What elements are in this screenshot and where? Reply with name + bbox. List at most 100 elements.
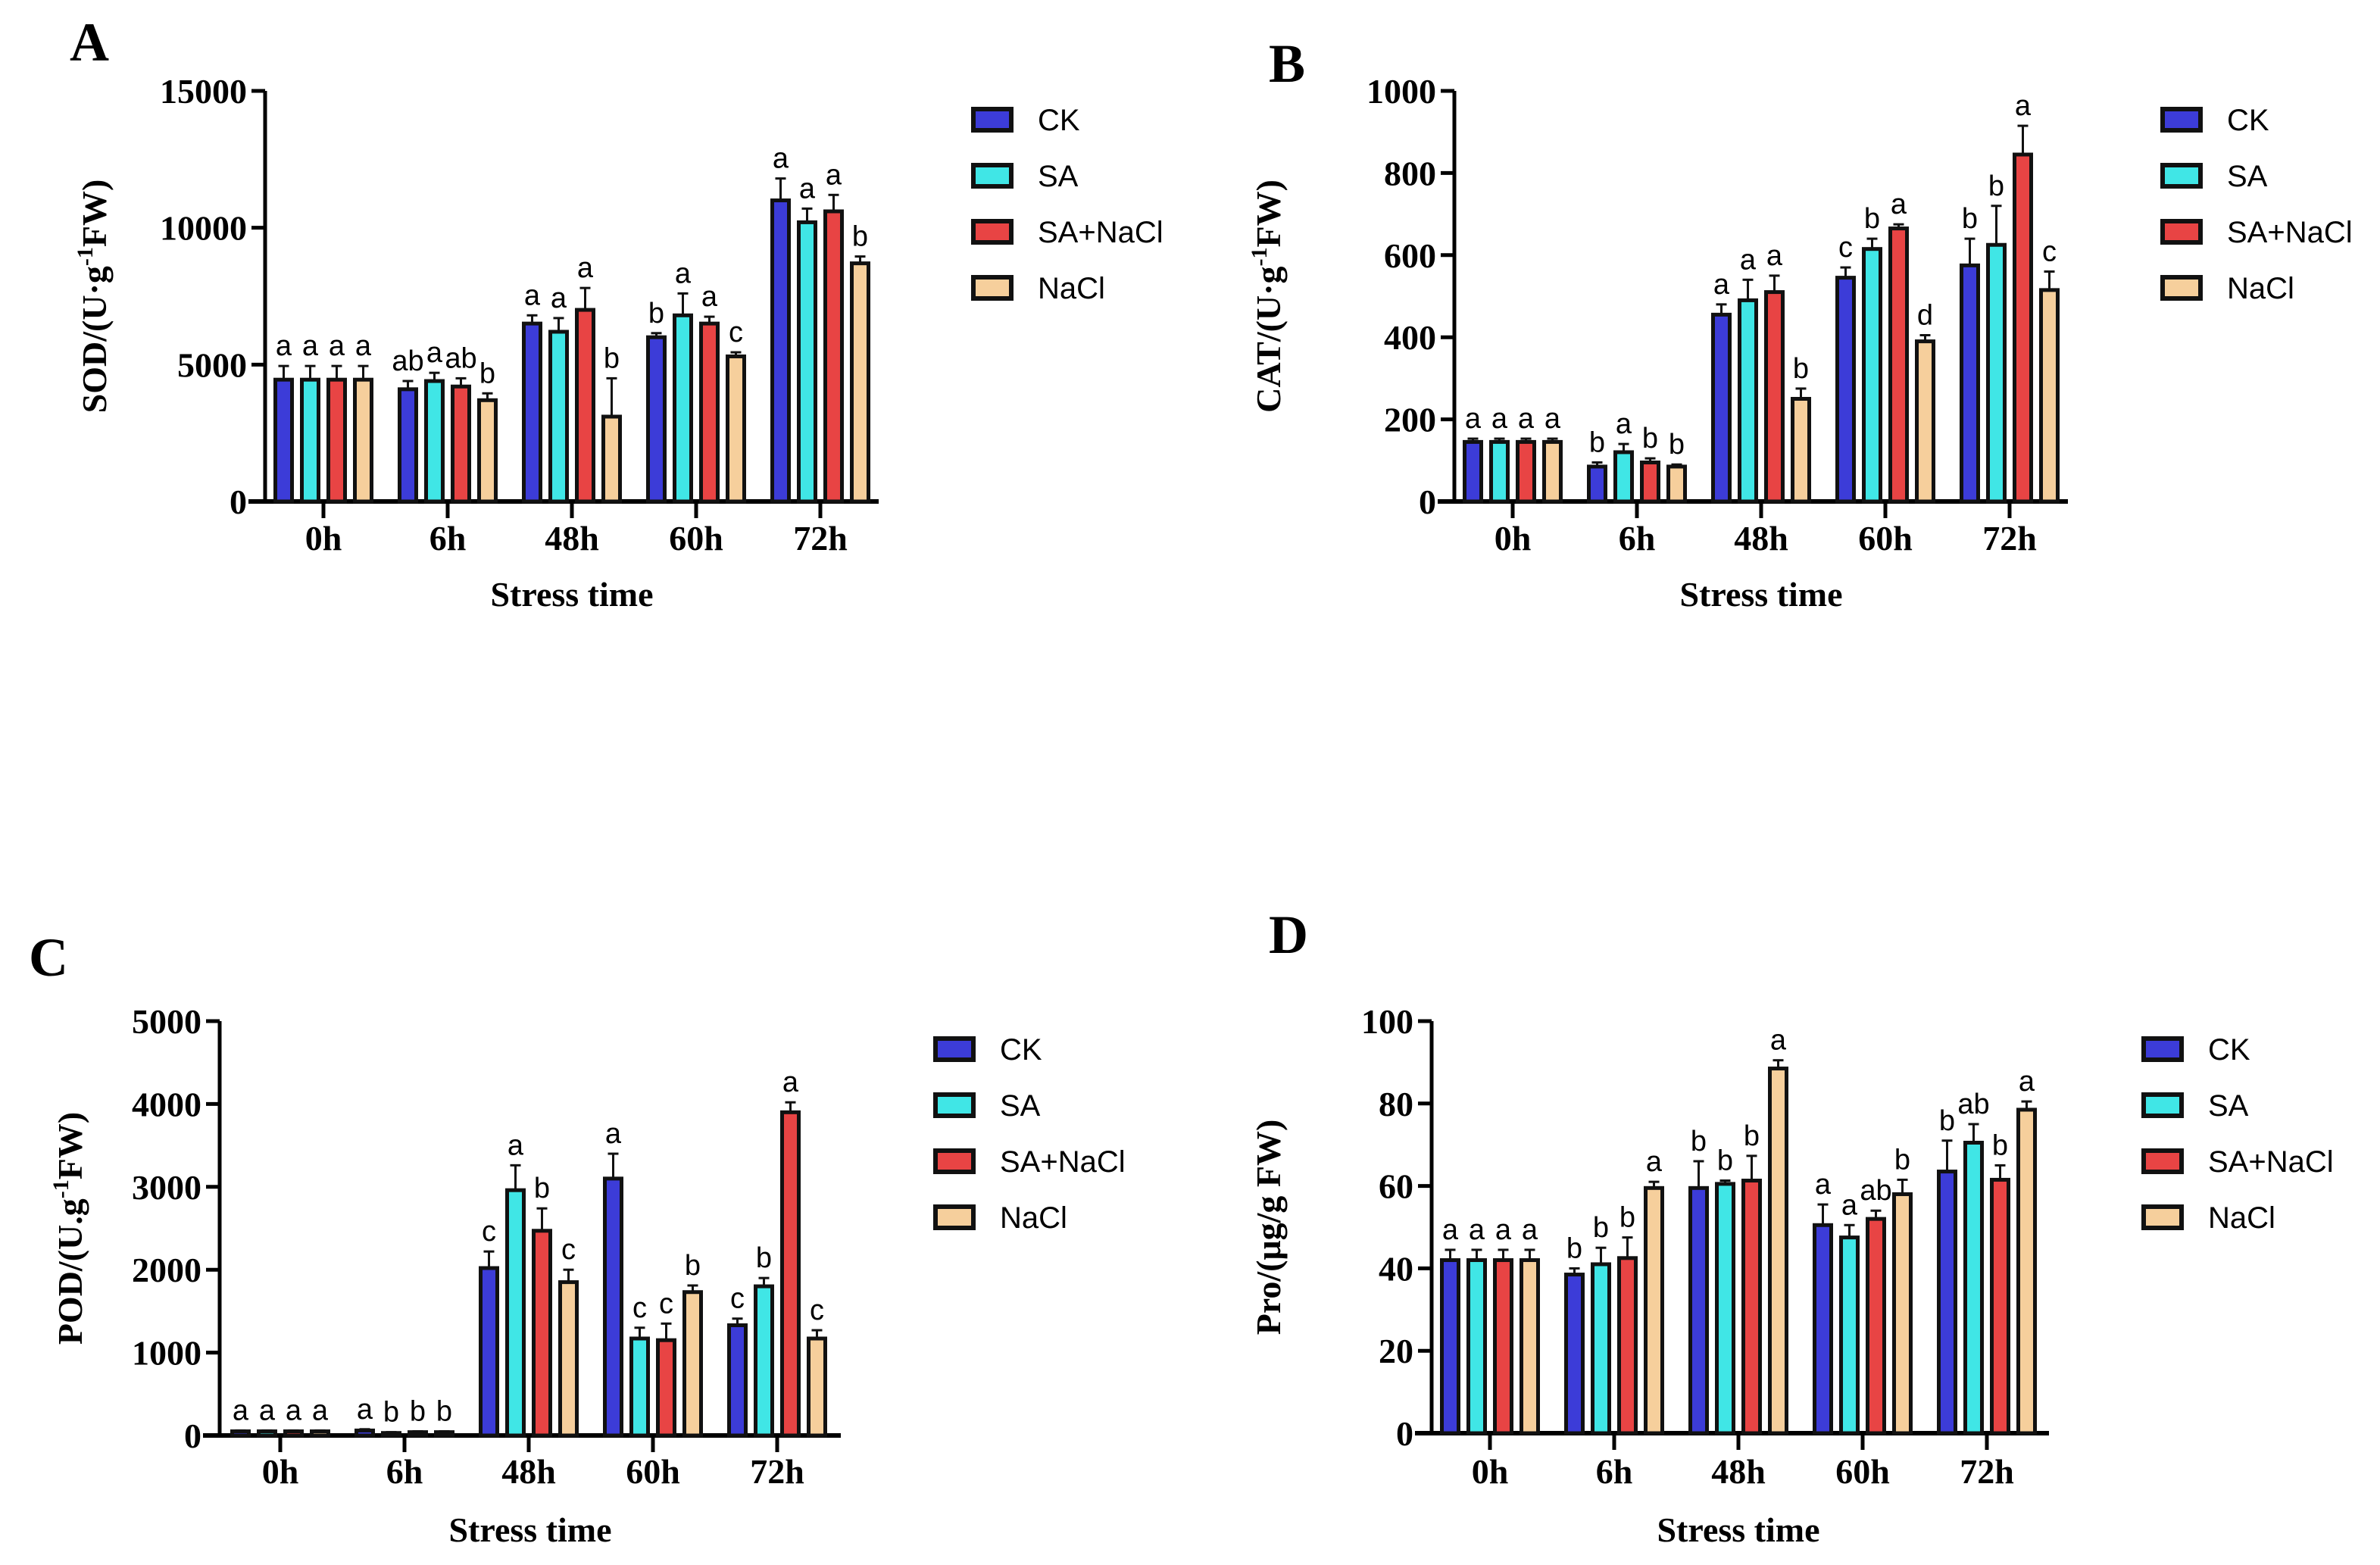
panel-letter: A	[70, 12, 109, 73]
significance-letter: a	[1815, 1169, 1832, 1201]
significance-letter: a	[357, 1394, 373, 1426]
significance-letter: ab	[445, 342, 476, 374]
significance-letter: a	[551, 283, 567, 314]
bar-ck-0h	[1440, 1258, 1460, 1435]
significance-letter: b	[410, 1396, 426, 1428]
legend-label: SA+NaCl	[2208, 1145, 2334, 1179]
significance-letter: c	[659, 1288, 673, 1320]
x-axis-label: Stress time	[1657, 1510, 1819, 1549]
x-axis-label: Stress time	[490, 575, 653, 614]
significance-letter: b	[1593, 1212, 1609, 1244]
x-tick-label: 72h	[1960, 1452, 2014, 1491]
legend-label: SA+NaCl	[1038, 216, 1163, 249]
significance-letter: a	[1465, 403, 1482, 435]
legend-swatch-sa-nacl	[2141, 1148, 2184, 1174]
bar-nacl-6h	[477, 398, 498, 504]
legend-swatch-ck	[933, 1036, 976, 1062]
significance-letter: a	[773, 143, 789, 175]
y-tick-label: 0	[1419, 483, 1436, 521]
significance-letter: a	[1766, 240, 1783, 272]
significance-letter: b	[604, 342, 620, 374]
bar-ck-0h	[273, 377, 294, 504]
x-tick-label: 72h	[793, 519, 848, 558]
x-tick-label: 60h	[1858, 519, 1913, 558]
legend-swatch-sa	[933, 1092, 976, 1118]
bar-sa-0h	[300, 377, 320, 504]
bar-sa-6h	[1591, 1262, 1611, 1435]
significance-letter: b	[1669, 429, 1685, 461]
bar-nacl-6h	[1644, 1185, 1664, 1435]
y-axis-label: Pro/(μg/g FW)	[1249, 1120, 1288, 1335]
significance-letter: a	[1442, 1214, 1459, 1246]
significance-letter: b	[1939, 1105, 1955, 1137]
chart-panel-c: C 0 1000 2000 3000 4000 5000 POD/(U.g-1FW) Stres…	[29, 927, 1126, 1549]
chart-panel-d: D 0 20 40 60 80 100 Pro/(μg/g FW) Stress time 0h a…	[1249, 904, 2334, 1549]
bar-ck-60h	[603, 1176, 623, 1438]
significance-letter: ab	[1860, 1175, 1891, 1207]
bar-ck-6h	[398, 387, 418, 504]
panel-letter: B	[1269, 33, 1305, 94]
y-axis-label-sup: -1	[1247, 248, 1272, 267]
bar-nacl-60h	[1915, 339, 1935, 504]
x-tick-label: 48h	[1711, 1452, 1766, 1491]
legend-label: SA	[1038, 160, 1079, 193]
bar-nacl-0h	[353, 377, 373, 504]
significance-letter: a	[524, 280, 541, 311]
legend-swatch-ck	[2141, 1036, 2184, 1062]
significance-letter: d	[1917, 299, 1933, 331]
bar-sa-nacl-6h	[451, 384, 471, 504]
y-axis-label-sup: -1	[48, 1179, 73, 1198]
bar-nacl-6h	[1666, 464, 1687, 504]
significance-letter: b	[648, 298, 664, 330]
x-tick-label: 0h	[262, 1452, 299, 1491]
bar-ck-72h	[1937, 1170, 1957, 1435]
y-axis-label-sup: -1	[73, 247, 98, 266]
y-tick-label: 80	[1379, 1085, 1413, 1123]
bar-nacl-72h	[807, 1336, 827, 1438]
significance-letter: a	[605, 1118, 622, 1150]
legend-label: CK	[2208, 1033, 2250, 1067]
x-tick-label: 72h	[750, 1452, 804, 1491]
bar-sa-nacl-48h	[532, 1229, 552, 1438]
panel-letter: D	[1269, 904, 1308, 965]
legend-swatch-nacl	[971, 275, 1014, 301]
significance-letter: a	[1616, 408, 1632, 440]
legend-swatch-sa	[971, 163, 1014, 189]
significance-letter: a	[508, 1129, 524, 1161]
significance-letter: a	[2015, 90, 2032, 122]
y-axis-label-suffix: FW)	[51, 1112, 89, 1179]
y-tick-label: 4000	[132, 1085, 201, 1123]
y-axis-label-main: Pro/(μg/g FW)	[1249, 1120, 1288, 1335]
significance-letter: a	[1713, 269, 1730, 301]
x-tick-label: 6h	[1619, 519, 1656, 558]
legend-swatch-sa-nacl	[971, 219, 1014, 245]
bar-sa-0h	[1466, 1258, 1487, 1435]
significance-letter: b	[1619, 1202, 1635, 1234]
bar-sa-6h	[1613, 450, 1634, 504]
significance-letter: a	[355, 330, 372, 362]
bar-sa-6h	[381, 1431, 401, 1438]
significance-letter: a	[1891, 189, 1907, 220]
y-tick-label: 40	[1379, 1249, 1413, 1288]
significance-letter: a	[233, 1395, 249, 1426]
significance-letter: a	[426, 337, 443, 369]
significance-letter: c	[729, 317, 743, 348]
legend-label: SA	[2227, 160, 2268, 193]
bar-nacl-48h	[1791, 397, 1811, 504]
bar-sa-nacl-72h	[780, 1110, 801, 1438]
bar-nacl-72h	[2016, 1107, 2037, 1435]
bar-ck-48h	[1711, 312, 1732, 504]
bar-ck-72h	[1960, 263, 1980, 504]
bar-nacl-72h	[2039, 288, 2060, 504]
x-tick-label: 0h	[305, 519, 342, 558]
legend-swatch-nacl	[933, 1204, 976, 1230]
significance-letter: b	[852, 221, 868, 253]
y-tick-label: 400	[1384, 318, 1436, 357]
bar-sa-6h	[424, 379, 445, 504]
legend-label: NaCl	[2208, 1201, 2275, 1235]
x-tick-label: 60h	[669, 519, 723, 558]
bar-sa-nacl-48h	[1764, 290, 1785, 504]
bar-sa-nacl-0h	[283, 1429, 304, 1438]
bar-sa-nacl-48h	[575, 308, 595, 504]
